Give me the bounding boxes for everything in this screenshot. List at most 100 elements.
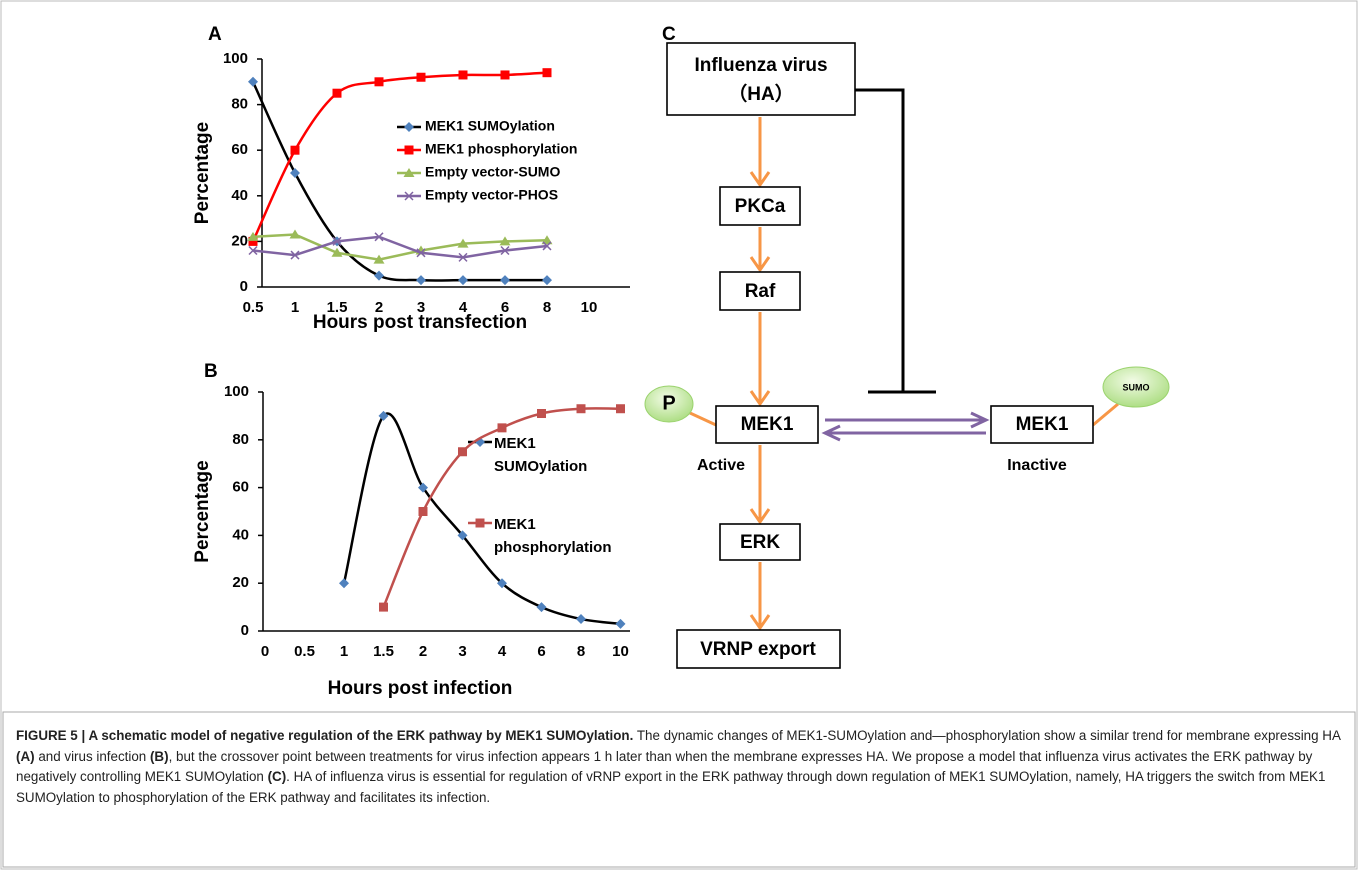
node-label: VRNP export (700, 639, 816, 660)
marker (418, 507, 428, 516)
marker (500, 245, 510, 256)
marker (497, 578, 507, 589)
state-label: Inactive (1007, 457, 1067, 474)
node-box (676, 629, 841, 669)
caption-ref: (C) (267, 769, 287, 785)
caption-box (2, 711, 1356, 868)
marker (290, 168, 300, 178)
legend-entry: MEK1 phosphorylation (494, 516, 612, 556)
y-tick-label: 60 (232, 479, 249, 496)
x-axis-title: Hours post transfection (313, 312, 527, 333)
marker (499, 236, 511, 246)
y-tick-label: 80 (232, 431, 249, 448)
arrow-head (749, 390, 771, 407)
marker (576, 614, 586, 625)
marker (404, 145, 414, 155)
phospho-tag (644, 385, 694, 423)
node-box (666, 42, 856, 116)
marker (457, 238, 469, 248)
node-box (990, 405, 1094, 444)
x-tick-label: 3 (417, 299, 425, 316)
marker (416, 275, 426, 286)
chart: 0 20 40 60 80 100 0.5 1 1.5 2 3 4 6 8 10 Hours post tra… (192, 50, 630, 333)
y-tick-label: 0 (241, 622, 249, 639)
marker (458, 275, 468, 286)
legend-label: MEK1 phosphorylation (494, 516, 612, 556)
marker (458, 252, 468, 262)
caption-text: , but the crossover point between treatm… (16, 748, 1313, 785)
caption-text: . HA of influenza virus is essential for… (16, 769, 1326, 805)
panel-label: B (204, 361, 218, 382)
marker (536, 602, 547, 613)
connector (1092, 402, 1119, 427)
series-line (251, 71, 548, 242)
marker (404, 122, 414, 132)
y-tick-label: 40 (231, 187, 248, 204)
x-tick-label: 1 (340, 643, 348, 660)
marker (542, 68, 552, 78)
marker (542, 275, 552, 286)
marker (475, 518, 485, 528)
x-tick-label: 2 (419, 643, 427, 660)
arrow-head (749, 256, 771, 273)
marker (374, 232, 384, 242)
caption-title: FIGURE 5 | A schematic model of negative… (16, 728, 634, 743)
marker (497, 423, 507, 433)
marker (378, 410, 389, 421)
y-tick-label: 100 (223, 50, 248, 67)
node-label: MEK1 (1016, 414, 1069, 435)
marker (416, 248, 426, 258)
legend-label: Empty vector-PHOS (425, 187, 558, 203)
series-line (252, 233, 548, 261)
marker (616, 404, 625, 414)
x-tick-label: 10 (612, 643, 629, 660)
x-tick-label: 8 (577, 643, 585, 660)
connector (689, 411, 717, 427)
y-axis-title: Percentage (192, 122, 213, 224)
node-label: PKCa (735, 196, 786, 217)
arrow-head (749, 508, 771, 525)
arrow-head (970, 411, 990, 429)
marker (289, 229, 301, 239)
marker (576, 404, 586, 414)
x-tick-label: 4 (498, 643, 507, 660)
marker (457, 530, 468, 541)
marker (379, 602, 388, 612)
marker (374, 270, 384, 281)
node-label: ERK (740, 532, 780, 553)
marker (332, 236, 342, 246)
x-tick-label: 6 (537, 643, 545, 660)
panel-label: C (662, 24, 676, 45)
marker (290, 145, 300, 155)
marker (248, 245, 258, 256)
legend-label: MEK1 SUMOylation (425, 118, 555, 134)
marker (458, 447, 467, 457)
marker (542, 241, 552, 251)
x-tick-label: 6 (501, 299, 509, 316)
caption: FIGURE 5 | A schematic model of negative… (16, 726, 1342, 808)
series-line (252, 235, 548, 259)
marker (248, 236, 258, 246)
marker (248, 76, 258, 87)
inhibition-line (855, 88, 905, 392)
legend-label: MEK1 SUMOylation (494, 435, 588, 475)
chart: 0 20 40 60 80 100 0 0.5 1 1.5 2 3 4 6 8 10 Hours post in… (192, 383, 630, 699)
marker (458, 70, 468, 80)
sumo-tag (1102, 366, 1170, 408)
marker (374, 77, 384, 87)
marker (615, 618, 626, 629)
x-tick-label: 1.5 (373, 643, 394, 660)
node-box (719, 523, 801, 561)
x-tick-label: 1 (291, 299, 299, 316)
y-tick-label: 0 (240, 278, 248, 295)
x-tick-label: 2 (375, 299, 383, 316)
y-tick-label: 40 (232, 526, 249, 543)
marker (332, 88, 342, 98)
marker (290, 250, 300, 260)
node-box (719, 186, 801, 226)
marker (331, 247, 343, 257)
node-label: Raf (745, 281, 776, 302)
